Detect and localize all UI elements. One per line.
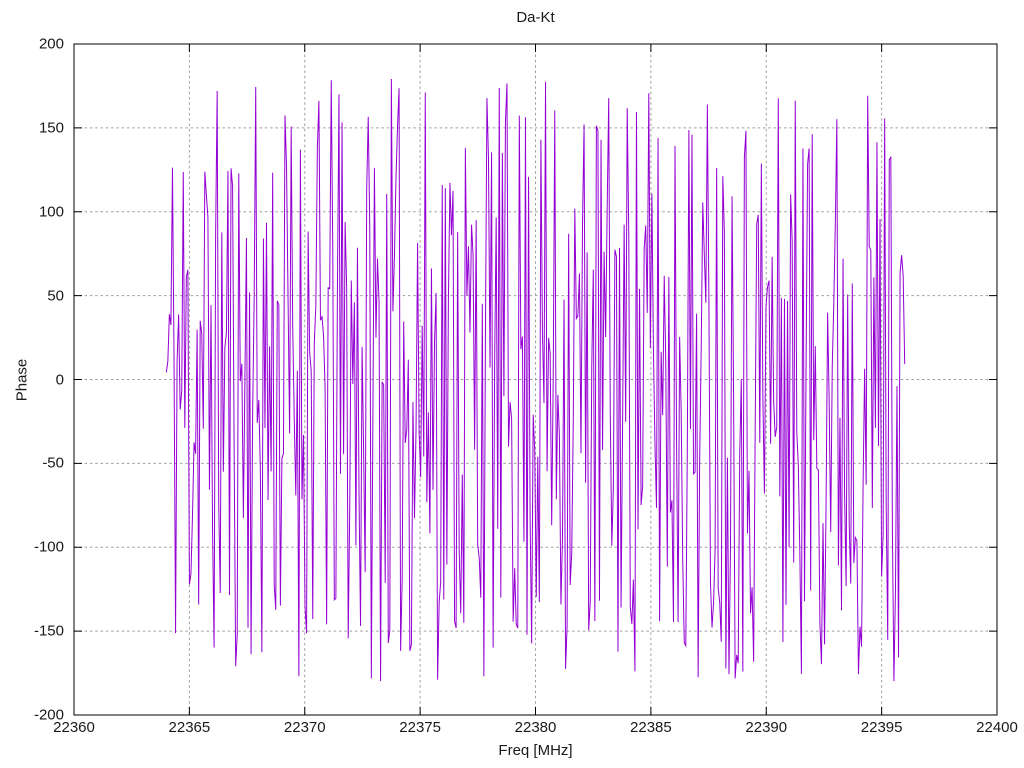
y-axis-title: Phase xyxy=(13,358,31,402)
phase-series-line xyxy=(165,79,906,682)
x-tick-label: 22380 xyxy=(514,719,557,736)
x-tick-label: 22365 xyxy=(168,719,211,736)
y-tick-label: -200 xyxy=(33,706,64,724)
chart-title: Da-Kt xyxy=(516,9,555,26)
x-tick-label: 22370 xyxy=(283,719,326,736)
plot-frame xyxy=(73,43,998,716)
y-tick-label: 150 xyxy=(38,119,64,137)
y-tick-label: 50 xyxy=(47,287,64,305)
y-tick-label: 100 xyxy=(38,203,64,221)
y-tick-label: -50 xyxy=(42,454,64,472)
x-axis-title: Freq [MHz] xyxy=(498,742,573,759)
y-tick-label: -100 xyxy=(33,538,64,556)
x-tick-label: 22360 xyxy=(53,719,95,736)
x-tick-label: 22400 xyxy=(976,719,1018,736)
x-tick-label: 22385 xyxy=(630,719,672,736)
y-tick-label: 0 xyxy=(55,371,64,388)
x-tick-label: 22390 xyxy=(745,719,788,736)
x-tick-label: 22375 xyxy=(399,719,441,736)
y-tick-label: -150 xyxy=(33,622,64,640)
y-tick-label: 200 xyxy=(38,35,64,53)
x-tick-label: 22395 xyxy=(860,719,903,736)
